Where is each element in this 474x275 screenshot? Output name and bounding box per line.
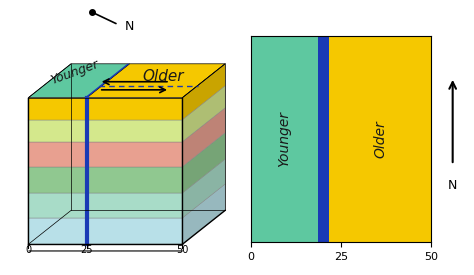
Polygon shape: [28, 218, 182, 244]
Polygon shape: [28, 64, 130, 98]
Text: Younger: Younger: [48, 58, 100, 87]
Polygon shape: [87, 64, 225, 98]
Polygon shape: [182, 64, 225, 120]
Polygon shape: [182, 184, 225, 244]
Text: Older: Older: [373, 120, 387, 158]
Text: Younger: Younger: [277, 111, 291, 167]
Polygon shape: [28, 167, 182, 193]
Polygon shape: [182, 159, 225, 218]
Polygon shape: [28, 142, 182, 167]
Text: N: N: [448, 179, 457, 192]
Polygon shape: [182, 108, 225, 167]
Text: 25: 25: [81, 245, 93, 255]
Polygon shape: [28, 193, 182, 218]
Polygon shape: [182, 133, 225, 193]
Polygon shape: [28, 98, 182, 120]
Polygon shape: [182, 86, 225, 142]
Polygon shape: [85, 64, 130, 98]
Text: 0: 0: [26, 245, 31, 255]
Text: Older: Older: [142, 69, 184, 84]
Text: N: N: [125, 20, 134, 33]
Text: 50: 50: [176, 245, 189, 255]
Polygon shape: [28, 120, 182, 142]
